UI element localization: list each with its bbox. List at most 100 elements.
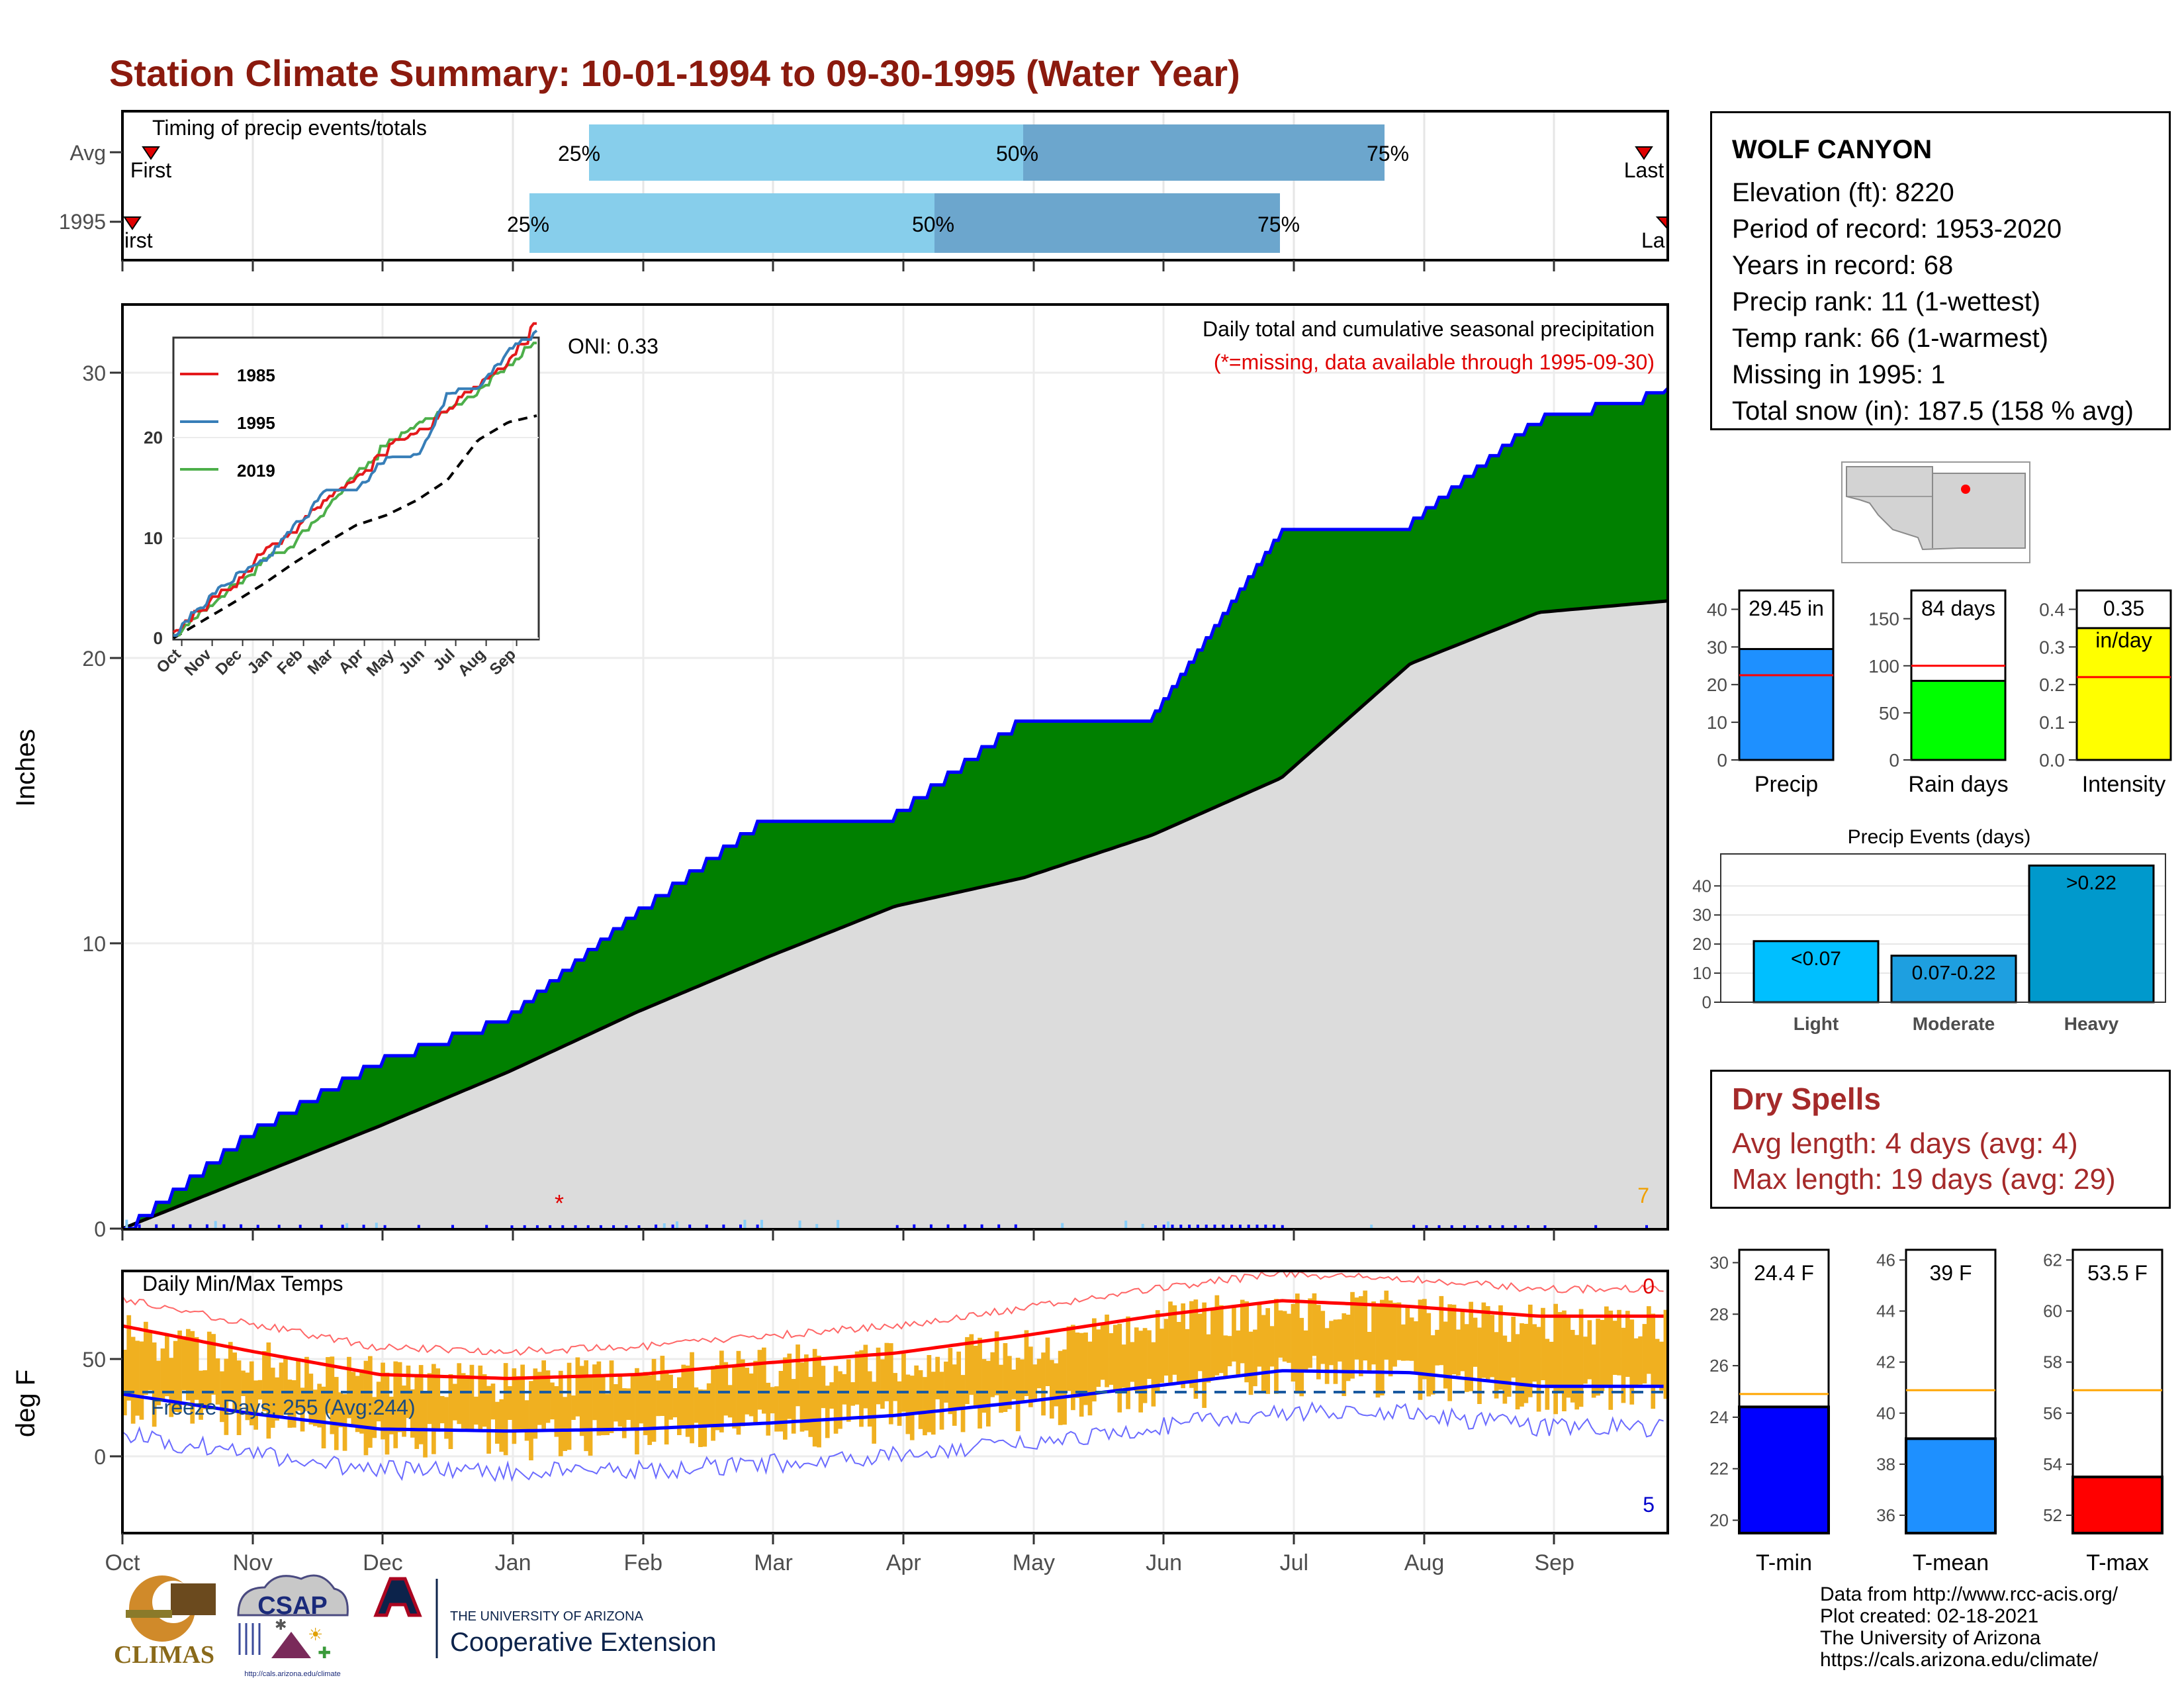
daily-temp-bar (1477, 1327, 1482, 1404)
summary-y-tick: 20 (1707, 675, 1727, 695)
daily-temp-bar (575, 1357, 580, 1417)
daily-temp-bar (334, 1377, 339, 1450)
daily-temp-bar (139, 1341, 144, 1420)
daily-temp-bar (541, 1360, 546, 1430)
daily-precip-bar (1014, 1224, 1017, 1229)
daily-temp-bar (897, 1381, 902, 1426)
daily-temp-bar (732, 1364, 737, 1429)
daily-temp-bar (935, 1356, 940, 1399)
yr-75-label: 75% (1257, 212, 1300, 236)
daily-temp-bar (1287, 1313, 1291, 1363)
daily-temp-bar (469, 1364, 475, 1430)
temp-y-tick: 38 (1876, 1454, 1895, 1474)
events-y-tick: 10 (1692, 963, 1711, 983)
daily-temp-bar (656, 1380, 660, 1417)
daily-temp-bar (753, 1360, 758, 1425)
footer-line: https://cals.arizona.edu/climate/ (1820, 1649, 2099, 1671)
daily-precip-bar (688, 1224, 692, 1229)
daily-temp-bar (206, 1331, 212, 1405)
daily-temp-bar (829, 1382, 834, 1409)
daily-precip-bar (1594, 1225, 1598, 1229)
daily-temp-bar (418, 1365, 424, 1444)
daily-temp-bar (978, 1337, 982, 1429)
daily-precip-bar (1255, 1225, 1259, 1229)
daily-temp-bar (173, 1340, 178, 1412)
summary-category-label: Intensity (2082, 772, 2166, 797)
station-elevation: Elevation (ft): 8220 (1732, 178, 1954, 207)
daily-temp-bar (308, 1374, 314, 1425)
daily-temp-bar (1587, 1320, 1592, 1380)
daily-temp-bar (203, 1370, 208, 1409)
daily-temp-bar (1621, 1327, 1626, 1403)
daily-temp-bar (126, 1315, 132, 1401)
daily-temp-bar (617, 1376, 623, 1427)
daily-temp-bar (563, 1397, 567, 1451)
daily-temp-bar (144, 1321, 148, 1395)
daily-precip-bar (1247, 1225, 1250, 1229)
daily-precip-bar (1238, 1225, 1242, 1229)
temp-y-tick: 0 (94, 1445, 106, 1469)
daily-temp-bar (1261, 1315, 1266, 1393)
daily-temp-bar (194, 1336, 199, 1400)
station-temp-rank: Temp rank: 66 (1-warmest) (1732, 324, 2048, 353)
daily-temp-bar (1473, 1317, 1478, 1367)
inset-x-tick: May (363, 645, 398, 680)
daily-temp-bar (537, 1372, 542, 1425)
daily-precip-bar (451, 1225, 454, 1229)
inset-x-tick: Dec (212, 645, 246, 679)
daily-precip-bar (383, 1225, 387, 1229)
inset-x-tick: Mar (304, 645, 337, 678)
daily-temp-bar (774, 1386, 779, 1432)
daily-temp-bar (630, 1375, 635, 1430)
temp-y-tick: 42 (1876, 1352, 1895, 1372)
daily-precip-bar (362, 1225, 365, 1229)
timing-row-year: 1995 (59, 210, 106, 234)
daily-temp-bar (520, 1364, 525, 1430)
temp-y-tick: 56 (2043, 1403, 2062, 1423)
daily-precip-bar (485, 1225, 488, 1229)
daily-temp-bar (300, 1387, 305, 1432)
daily-temp-bar (1578, 1309, 1584, 1407)
daily-temp-bar (228, 1342, 233, 1401)
footer-line: Data from http://www.rcc-acis.org/ (1820, 1583, 2118, 1605)
daily-precip-bar (655, 1224, 658, 1229)
events-y-tick: 40 (1692, 876, 1711, 896)
daily-temp-bar (1117, 1323, 1122, 1413)
daily-temp-bar (524, 1400, 529, 1441)
daily-temp-bar (165, 1334, 169, 1397)
daily-temp-bar (1218, 1305, 1224, 1374)
daily-temp-bar (232, 1352, 237, 1410)
daily-precip-bar (980, 1224, 983, 1229)
daily-precip-bar (705, 1224, 708, 1229)
daily-temp-bar (643, 1372, 648, 1436)
daily-temp-bar (342, 1393, 347, 1451)
daily-temp-bar (981, 1359, 987, 1413)
month-tick-label: Feb (624, 1550, 663, 1575)
daily-temp-bar (672, 1388, 678, 1418)
daily-temp-bar (1168, 1301, 1173, 1383)
daily-temp-bar (1071, 1325, 1075, 1411)
weather-sun-icon: ☀ (308, 1624, 323, 1644)
daily-precip-bar (1501, 1225, 1504, 1229)
daily-temp-bar (245, 1372, 250, 1421)
daily-temp-bar (363, 1360, 369, 1456)
csap-logo-text: CSAP (257, 1592, 328, 1620)
daily-temp-bar (1075, 1333, 1080, 1398)
yr-last-label: La (1641, 228, 1665, 252)
daily-temp-bar (1520, 1323, 1524, 1407)
daily-temp-bar (439, 1395, 445, 1424)
daily-temp-bar (359, 1369, 364, 1434)
avg-last-marker (1635, 146, 1653, 160)
inset-legend-2019: 2019 (237, 461, 275, 481)
daily-temp-bar (960, 1375, 966, 1432)
inset-average-line (172, 414, 537, 639)
light-precip-bar (743, 1219, 747, 1229)
oni-label: ONI: 0.33 (568, 334, 659, 358)
daily-temp-bar (410, 1389, 415, 1438)
daily-temp-bar (1316, 1305, 1321, 1380)
daily-precip-bar (625, 1225, 628, 1229)
daily-temp-bar (1464, 1324, 1469, 1392)
inset-y-tick: 0 (154, 628, 163, 648)
daily-temp-bar (749, 1373, 754, 1417)
